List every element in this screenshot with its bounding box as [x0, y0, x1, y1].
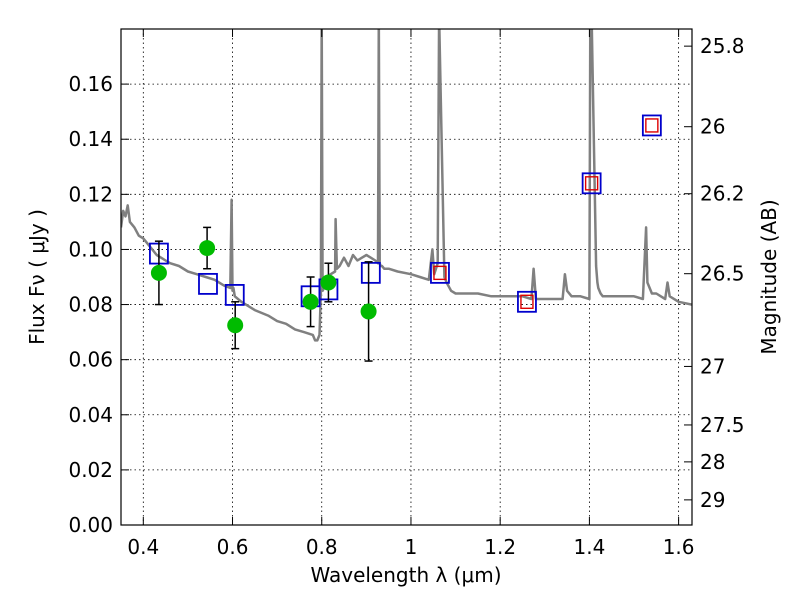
series-layer [121, 29, 692, 362]
y-tick-label: 0.14 [68, 127, 113, 151]
observed-point [150, 264, 167, 281]
right-tick-label: 29 [700, 488, 725, 512]
observed-point [360, 303, 377, 320]
right-tick-label: 28 [700, 450, 725, 474]
y-axis-label: Flux Fν ( μJy ) [25, 209, 49, 345]
x-tick-label: 1.4 [573, 535, 605, 559]
y-axis-right-label: Magnitude (AB) [757, 199, 781, 354]
observed-point [320, 274, 337, 291]
right-tick-label: 27 [700, 354, 725, 378]
observed-point [227, 317, 244, 334]
model-square [581, 172, 602, 195]
ticks: 0.4 0.6 0.8 1 1.2 1.4 1.6 0.00 0.02 0.04 0.06 0.08 0… [68, 29, 745, 559]
y-tick-label: 0.08 [68, 293, 113, 317]
y-tick-label: 0.04 [68, 403, 113, 427]
x-tick-label: 0.6 [217, 535, 249, 559]
y-tick-label: 0.02 [68, 458, 113, 482]
y-tick-label: 0.12 [68, 182, 113, 206]
x-tick-label: 1.2 [484, 535, 516, 559]
observed-point [302, 293, 319, 310]
y-tick-label: 0.06 [68, 348, 113, 372]
model-square [517, 290, 537, 313]
right-tick-label: 25.8 [700, 34, 745, 58]
y-tick-label: 0.10 [68, 237, 113, 261]
model-square [430, 261, 450, 284]
x-tick-label: 0.8 [306, 535, 338, 559]
right-tick-label: 26 [700, 115, 725, 139]
model-square [360, 261, 381, 284]
x-tick-label: 1 [405, 535, 418, 559]
model-square [198, 272, 218, 295]
model-square-inner [520, 294, 534, 309]
right-tick-label: 26.5 [700, 262, 745, 286]
y-tick-label: 0.16 [68, 72, 113, 96]
observed-point [199, 240, 216, 257]
y-tick-label: 0.00 [68, 513, 113, 537]
model-square-inner [433, 265, 447, 281]
x-axis-label: Wavelength λ (μm) [310, 563, 501, 587]
model-square-inner [584, 176, 599, 191]
right-tick-label: 27.5 [700, 413, 745, 437]
x-tick-label: 0.4 [127, 535, 159, 559]
x-tick-label: 1.6 [663, 535, 695, 559]
plot-frame [120, 28, 693, 526]
model-square [641, 114, 662, 137]
model-square-inner [645, 118, 659, 133]
right-tick-label: 26.2 [700, 182, 745, 206]
